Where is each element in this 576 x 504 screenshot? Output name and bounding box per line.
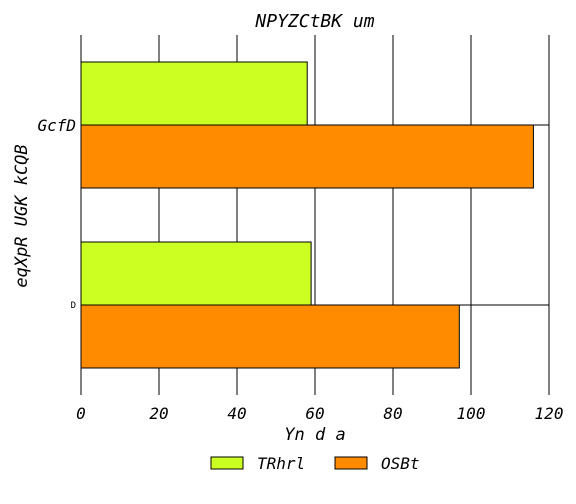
legend-label-TRhrl: TRhrl — [257, 454, 305, 473]
x-tick-label-5: 100 — [457, 404, 486, 423]
y-axis-label: eqXpR UGK kCQB — [12, 144, 32, 287]
x-tick-label-1: 20 — [149, 404, 168, 423]
legend-label-OSBt: OSBt — [381, 454, 420, 473]
chart-title: NPYZCtBK um — [254, 11, 374, 32]
bar-TRhrl-D — [80, 241, 312, 306]
x-tick-label-0: 0 — [76, 404, 86, 423]
bars — [80, 61, 534, 369]
x-tick-label-3: 60 — [305, 404, 324, 423]
x-axis-label: Yn d a — [284, 425, 345, 445]
legend-swatch-TRhrl — [210, 456, 244, 470]
bar-OSBt-GcfD — [80, 124, 534, 189]
y-tick-label-1: D — [71, 301, 76, 311]
legend: TRhrl OSBt — [210, 454, 420, 473]
y-tick-label-0: GcfD — [37, 116, 76, 135]
bar-TRhrl-GcfD — [80, 61, 308, 126]
bar-OSBt-D — [80, 304, 460, 369]
legend-swatch-OSBt — [334, 456, 368, 470]
x-tick-label-2: 40 — [227, 404, 246, 423]
x-tick-labels: 0 20 40 60 80 100 120 — [76, 404, 563, 423]
x-tick-label-6: 120 — [535, 404, 564, 423]
x-tick-label-4: 80 — [383, 404, 402, 423]
y-tick-labels: GcfD D — [37, 116, 76, 311]
